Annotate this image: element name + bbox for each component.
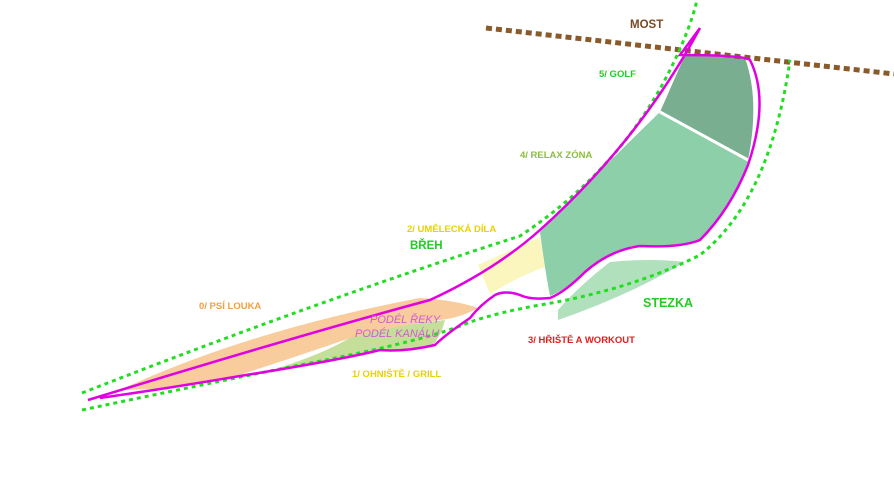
grill-zone	[278, 320, 445, 370]
label-stezka: STEZKA	[643, 296, 693, 310]
label-along-canal: PODÉL KANÁLU	[355, 327, 439, 340]
golf-zone	[660, 55, 754, 160]
label-along-river: PODÉL ŘEKY	[370, 313, 441, 326]
label-dog: 0/ PSÍ LOUKA	[199, 301, 261, 312]
art-zone	[478, 237, 545, 294]
green-path-upper	[81, 0, 699, 395]
bridge-line	[485, 25, 894, 77]
magenta-path	[87, 27, 761, 402]
label-breh: BŘEH	[410, 239, 443, 252]
zone-divider-line	[659, 110, 749, 162]
label-relax: 4/ RELAX ZÓNA	[520, 149, 592, 161]
dog-meadow-zone	[120, 298, 478, 390]
label-playground: 3/ HŘIŠTĚ A WORKOUT	[528, 334, 635, 346]
relax-zone	[540, 112, 748, 296]
label-art: 2/ UMĚLECKÁ DÍLA	[407, 223, 496, 235]
label-golf: 5/ GOLF	[599, 69, 636, 80]
label-most: MOST	[630, 19, 663, 31]
label-grill: 1/ OHNIŠTĚ / GRILL	[352, 368, 441, 380]
